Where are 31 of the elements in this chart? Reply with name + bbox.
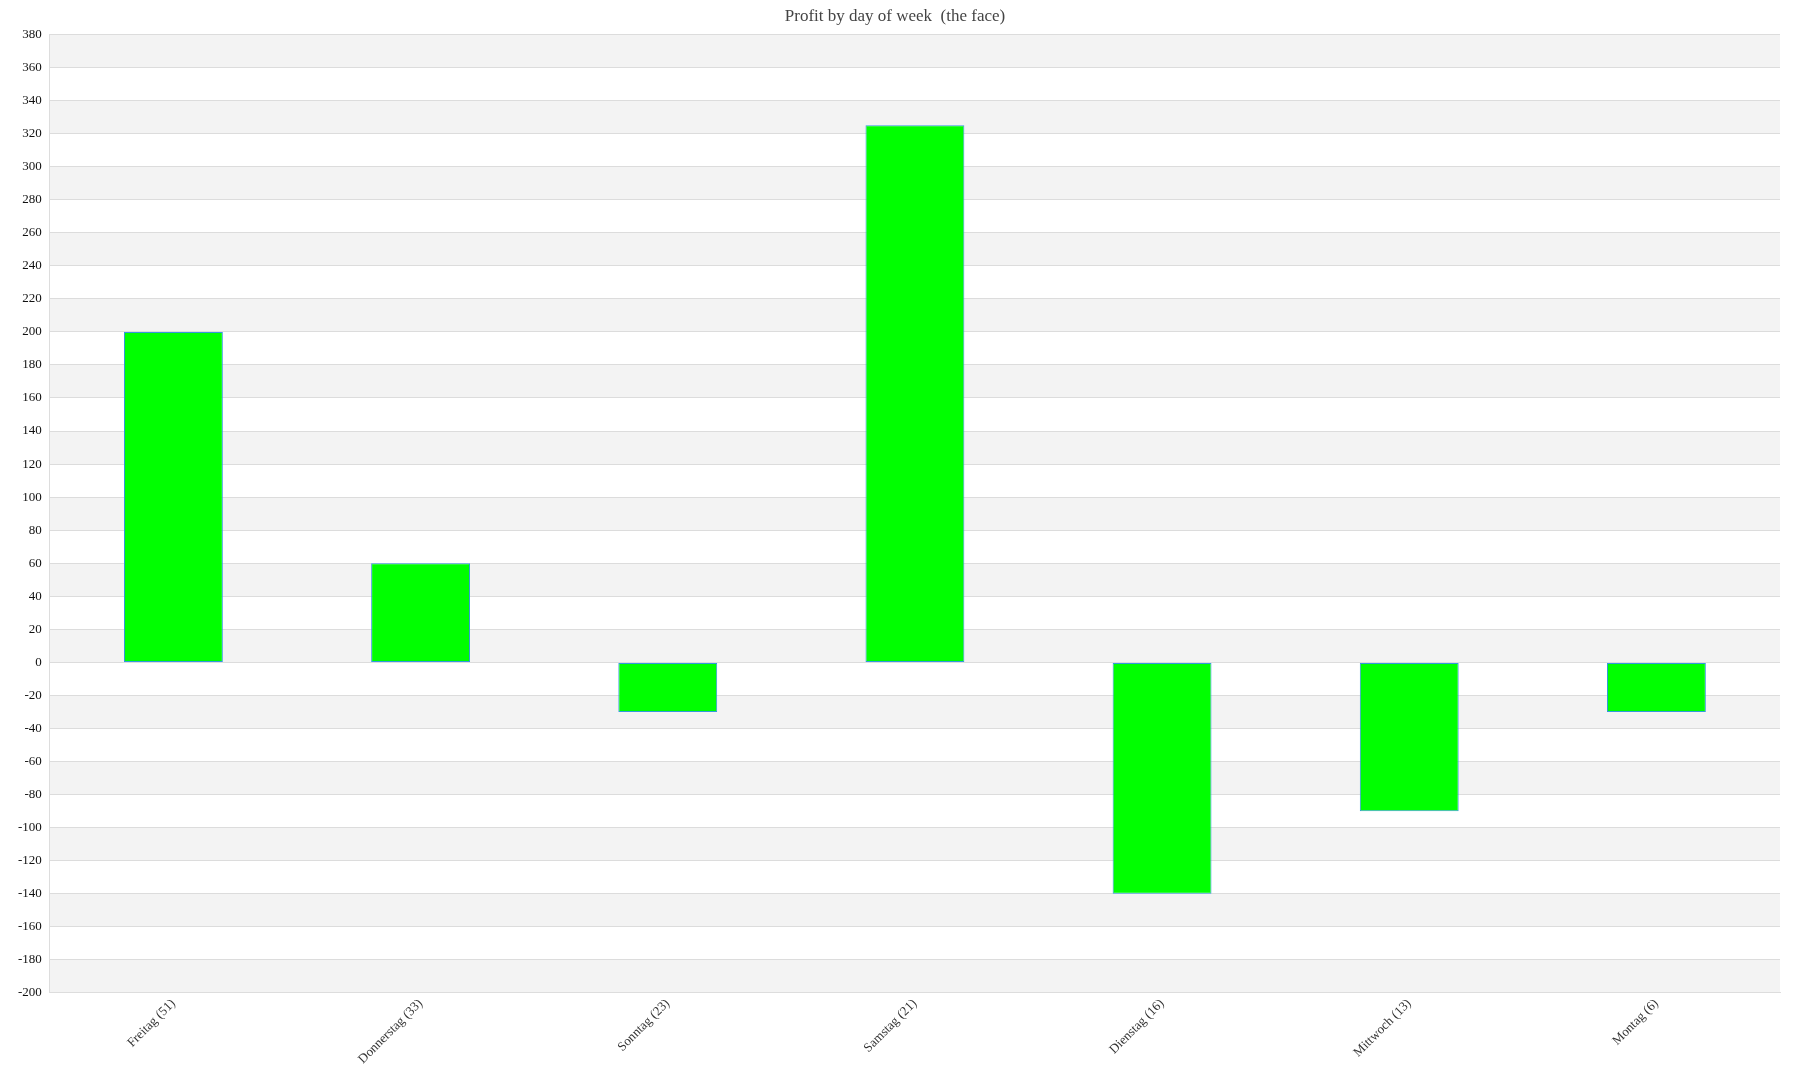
- y-tick-label: -140: [17, 885, 42, 901]
- y-tick-label: -160: [17, 918, 42, 934]
- y-tick-label: 180: [22, 356, 42, 372]
- y-tick-label: -80: [24, 786, 42, 802]
- y-tick-label: -180: [17, 951, 42, 967]
- y-tick-label: 380: [22, 25, 42, 41]
- y-tick-label: 20: [28, 620, 42, 636]
- y-tick-label: 80: [28, 521, 42, 537]
- y-tick-label: -20: [24, 686, 42, 702]
- y-tick-label: 0: [35, 653, 42, 669]
- y-tick-label: 140: [22, 422, 42, 438]
- y-tick-label: 240: [22, 257, 42, 273]
- y-tick-label: 340: [22, 91, 42, 107]
- y-tick-label: -60: [24, 753, 42, 769]
- y-tick-label: -120: [17, 852, 42, 868]
- y-tick-label: 360: [22, 58, 42, 74]
- y-tick-label: 40: [28, 587, 42, 603]
- y-tick-label: -100: [17, 819, 42, 835]
- chart-title: Profit by day of week (the face): [784, 5, 1006, 25]
- y-tick-label: 260: [22, 224, 42, 240]
- y-tick-label: 280: [22, 191, 42, 207]
- y-tick-label: 220: [22, 290, 42, 306]
- y-tick-label: 120: [22, 455, 42, 471]
- y-tick-label: 320: [22, 124, 42, 140]
- y-tick-label: -200: [17, 984, 42, 1000]
- y-tick-label: 100: [22, 488, 42, 504]
- y-tick-label: 200: [22, 323, 42, 339]
- y-tick-label: 60: [28, 554, 42, 570]
- y-tick-label: 300: [22, 158, 42, 174]
- y-tick-label: -40: [24, 719, 42, 735]
- y-tick-label: 160: [22, 389, 42, 405]
